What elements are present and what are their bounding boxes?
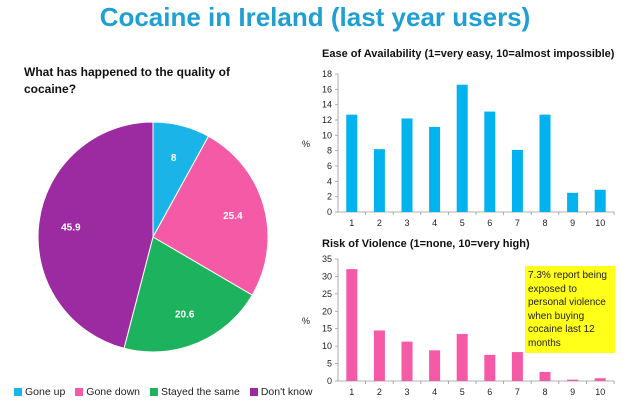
x-tick-label: 4 [432, 387, 437, 397]
legend-label: Don't know [260, 386, 313, 398]
bar [484, 354, 496, 381]
x-tick-label: 5 [460, 218, 465, 228]
violence-annotation: 7.3% report being exposed to personal vi… [525, 266, 615, 353]
bar [511, 352, 523, 381]
x-tick-label: 2 [377, 218, 382, 228]
x-tick-label: 3 [404, 387, 409, 397]
bar [511, 149, 523, 212]
legend-label: Stayed the same [161, 386, 240, 398]
bar [373, 330, 385, 381]
y-tick-label: 10 [322, 341, 332, 351]
legend-item: Gone down [75, 386, 140, 398]
bar [456, 84, 468, 212]
x-tick-label: 6 [487, 387, 492, 397]
y-tick-label: 5 [327, 359, 332, 369]
bar-chart-title: Risk of Violence (1=none, 10=very high) [322, 238, 530, 250]
x-tick-label: 10 [595, 218, 605, 228]
y-tick-label: 20 [322, 306, 332, 316]
pie-slice [123, 236, 253, 353]
bar [346, 114, 358, 212]
x-tick-label: 9 [570, 387, 575, 397]
legend-swatch [14, 388, 22, 397]
y-tick-label: 15 [322, 324, 332, 334]
y-tick-label: 6 [327, 161, 332, 171]
bar [401, 341, 413, 381]
y-tick-label: 12 [322, 115, 332, 125]
x-tick-label: 1 [349, 387, 354, 397]
legend-swatch [150, 388, 159, 397]
bar [539, 114, 551, 212]
x-tick-label: 2 [377, 387, 382, 397]
y-tick-label: 35 [322, 254, 332, 264]
y-tick-label: 8 [327, 146, 332, 156]
bar [594, 378, 606, 381]
y-tick-label: 2 [327, 192, 332, 202]
x-tick-label: 8 [542, 387, 547, 397]
y-tick-label: 14 [322, 100, 332, 110]
legend-label: Gone up [25, 386, 66, 398]
legend-item: Don't know [249, 386, 313, 398]
y-axis-label: % [302, 139, 310, 149]
bar-chart-title: Ease of Availability (1=very easy, 10=al… [322, 48, 615, 60]
pie-legend: Gone up Gone down Stayed the same Don't kno… [14, 386, 312, 398]
y-axis-label: % [302, 316, 310, 326]
page-title: Cocaine in Ireland (last year users) [99, 2, 531, 32]
bar [346, 269, 358, 381]
x-tick-label: 5 [460, 387, 465, 397]
y-tick-label: 16 [322, 84, 332, 94]
y-tick-label: 25 [322, 289, 332, 299]
bar [594, 189, 606, 212]
bar [567, 192, 579, 212]
legend-swatch [75, 388, 84, 397]
pie-data-label: 45.9 [61, 222, 81, 233]
bar [373, 149, 385, 212]
legend-swatch [249, 388, 258, 397]
pie-title: What has happened to the quality of coca… [24, 65, 231, 96]
bar [429, 350, 441, 381]
y-tick-label: 0 [327, 376, 332, 386]
y-tick-label: 18 [322, 69, 332, 79]
x-tick-label: 4 [432, 218, 437, 228]
x-tick-label: 7 [515, 387, 520, 397]
bar [484, 111, 496, 212]
bar [567, 379, 579, 381]
pie-slice [152, 135, 269, 296]
bar [539, 371, 551, 381]
x-tick-label: 1 [349, 218, 354, 228]
y-tick-label: 4 [327, 176, 332, 186]
y-tick-label: 10 [322, 130, 332, 140]
x-tick-label: 6 [487, 218, 492, 228]
x-tick-label: 3 [404, 218, 409, 228]
pie-data-label: 8 [171, 153, 177, 164]
x-tick-label: 7 [515, 218, 520, 228]
pie-data-label: 20.6 [175, 309, 195, 320]
legend-label: Gone down [86, 386, 141, 398]
x-tick-label: 9 [570, 218, 575, 228]
y-tick-label: 0 [327, 207, 332, 217]
legend-item: Gone up [14, 386, 65, 398]
pie-data-label: 25.4 [223, 211, 243, 222]
legend-item: Stayed the same [150, 386, 240, 398]
y-tick-label: 30 [322, 271, 332, 281]
bar [456, 333, 468, 381]
x-tick-label: 8 [542, 218, 547, 228]
bar [429, 126, 441, 212]
x-tick-label: 10 [595, 387, 605, 397]
pie-slice [37, 121, 154, 349]
bar [401, 118, 413, 212]
